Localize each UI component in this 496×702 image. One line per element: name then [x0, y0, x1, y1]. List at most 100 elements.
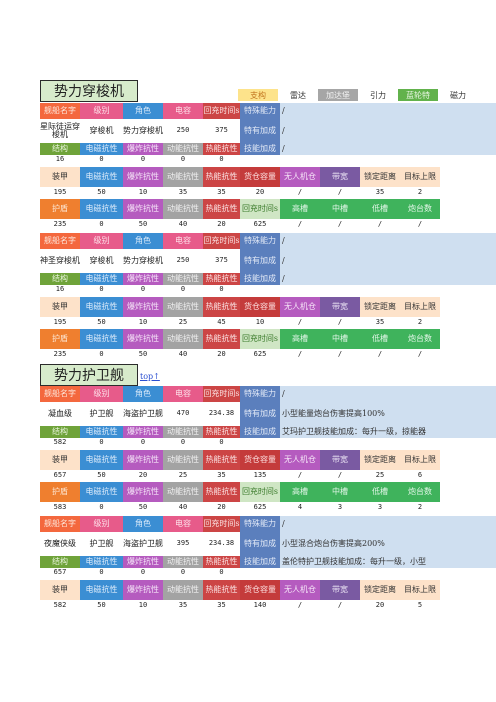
- armor-value: 6: [417, 471, 423, 480]
- ship-name: 星际徒运穿梭机: [40, 121, 80, 139]
- armor-value: 35: [217, 601, 226, 610]
- therm-res-label: 热能抗性: [203, 273, 240, 285]
- structure-value: 0: [219, 568, 224, 577]
- role-label: 角色: [123, 233, 163, 249]
- bonus-value: 小型混合炮台伤害提高200%: [280, 532, 496, 556]
- ship-header-row: 舰船名字 级别 角色 电容 回充时间s 特殊能力 /: [40, 516, 496, 532]
- exp-res-label: 爆炸抗性: [123, 297, 163, 317]
- shield-value: 0: [99, 350, 104, 359]
- skill-bonus-label: 技能加成: [240, 143, 280, 155]
- shield-value: 20: [217, 503, 226, 512]
- armor-label: 装甲: [40, 450, 80, 470]
- structure-value: 16: [55, 285, 65, 294]
- armor-value: 10: [255, 318, 265, 327]
- structure-value: 0: [140, 155, 146, 164]
- structure-header-row: 结构 电磁抗性 爆炸抗性 动能抗性 热能抗性 技能加成 /: [40, 143, 496, 155]
- armor-value: 50: [97, 601, 106, 610]
- skill-bonus-label: 技能加成: [240, 556, 280, 568]
- armor-label: 装甲: [40, 297, 80, 317]
- bonus-label: 特有加成: [240, 119, 280, 143]
- kin-res-label: 动能抗性: [163, 273, 203, 285]
- bonus-value: 小型能量炮台伤害提高100%: [280, 402, 496, 426]
- armor-value: 10: [138, 601, 148, 610]
- recharge-label: 回充时间s: [240, 199, 280, 219]
- exp-res-label: 爆炸抗性: [123, 167, 163, 187]
- drone-bay-label: 无人机仓: [280, 297, 320, 317]
- ship-role: 海盗护卫舰: [123, 538, 163, 548]
- armor-value: 10: [138, 318, 148, 327]
- shield-value: 625: [253, 503, 267, 512]
- exp-res-label: 爆炸抗性: [123, 580, 163, 600]
- structure-value: 657: [53, 568, 67, 577]
- ship-recharge: 375: [215, 256, 228, 265]
- armor-header-row: 装甲 电磁抗性 爆炸抗性 动能抗性 热能抗性 货仓容量 无人机仓 带宽 锁定距离 目标上限: [40, 297, 440, 317]
- skill-bonus-label: 技能加成: [240, 426, 280, 438]
- legend-item: 雷达: [290, 90, 306, 100]
- armor-value: 25: [178, 318, 188, 327]
- high-slot-label: 高槽: [280, 199, 320, 219]
- structure-label: 结构: [40, 426, 80, 438]
- shield-header-row: 护盾 电磁抗性 爆炸抗性 动能抗性 热能抗性 回充时间s 高槽 中槽 低槽 炮台数: [40, 329, 440, 349]
- ship-header-row: 舰船名字 级别 角色 电容 回充时间s 特殊能力 /: [40, 386, 496, 402]
- armor-value: 50: [97, 471, 106, 480]
- structure-value: 0: [180, 155, 186, 164]
- structure-value: 0: [219, 285, 224, 294]
- ship-name-label: 舰船名字: [40, 386, 80, 402]
- therm-res-label: 热能抗性: [203, 329, 240, 349]
- shield-value: 583: [53, 503, 67, 512]
- bonus-value: /: [280, 249, 496, 273]
- shield-value: /: [297, 220, 303, 229]
- shield-value: /: [417, 220, 423, 229]
- shield-value: 235: [53, 350, 67, 359]
- ship-value-row: 星际徒运穿梭机 穿梭机 势力穿梭机 250 375 特有加成 /: [40, 119, 496, 143]
- armor-value: /: [337, 471, 343, 480]
- shield-header-row: 护盾 电磁抗性 爆炸抗性 动能抗性 热能抗性 回充时间s 高槽 中槽 低槽 炮台数: [40, 199, 440, 219]
- armor-value: 2: [417, 188, 423, 197]
- power-label: 电容: [163, 386, 203, 402]
- target-limit-label: 目标上限: [400, 167, 440, 187]
- cargo-label: 货仓容量: [240, 167, 280, 187]
- special-value: /: [280, 386, 496, 402]
- armor-value: 35: [217, 188, 226, 197]
- exp-res-label: 爆炸抗性: [123, 450, 163, 470]
- ship-value-row: 神圣穿梭机 穿梭机 势力穿梭机 250 375 特有加成 /: [40, 249, 496, 273]
- exp-res-label: 爆炸抗性: [123, 329, 163, 349]
- structure-value: 0: [140, 568, 146, 577]
- shield-value: /: [297, 350, 303, 359]
- shield-value: 40: [178, 503, 188, 512]
- low-slot-label: 低槽: [360, 482, 400, 502]
- em-res-label: 电磁抗性: [80, 556, 123, 568]
- bonus-label: 特有加成: [240, 402, 280, 426]
- armor-value: 50: [97, 318, 106, 327]
- shield-value: 0: [99, 503, 104, 512]
- therm-res-label: 热能抗性: [203, 143, 240, 155]
- shield-value: 40: [178, 350, 188, 359]
- section-title-shuttle: 势力穿梭机: [40, 80, 138, 102]
- bonus-value: /: [280, 119, 496, 143]
- ship-recharge: 375: [215, 126, 228, 135]
- structure-header-row: 结构 电磁抗性 爆炸抗性 动能抗性 热能抗性 技能加成 盖伦特护卫舰技能加成：每升一级，小型: [40, 556, 496, 568]
- skill-bonus-value: /: [280, 143, 496, 155]
- mid-slot-label: 中槽: [320, 199, 360, 219]
- ship-name: 神圣穿梭机: [40, 255, 80, 265]
- kin-res-label: 动能抗性: [163, 199, 203, 219]
- structure-label: 结构: [40, 143, 80, 155]
- bandwidth-label: 带宽: [320, 167, 360, 187]
- special-label: 特殊能力: [240, 386, 280, 402]
- em-res-label: 电磁抗性: [80, 482, 123, 502]
- shield-value-row: 235 0 50 40 20 625 / / / /: [40, 349, 440, 361]
- armor-value-row: 657 50 20 25 35 135 / / 25 6: [40, 470, 440, 482]
- ship-level: 穿梭机: [89, 125, 114, 135]
- high-slot-label: 高槽: [280, 329, 320, 349]
- special-label: 特殊能力: [240, 233, 280, 249]
- special-label: 特殊能力: [240, 103, 280, 119]
- ship-level: 护卫舰: [89, 538, 114, 548]
- structure-value: 0: [99, 438, 104, 447]
- armor-value: 35: [217, 471, 226, 480]
- armor-value: 10: [138, 188, 148, 197]
- drone-bay-label: 无人机仓: [280, 580, 320, 600]
- role-label: 角色: [123, 386, 163, 402]
- armor-value: 195: [53, 318, 67, 327]
- top-link[interactable]: top↑: [140, 372, 160, 381]
